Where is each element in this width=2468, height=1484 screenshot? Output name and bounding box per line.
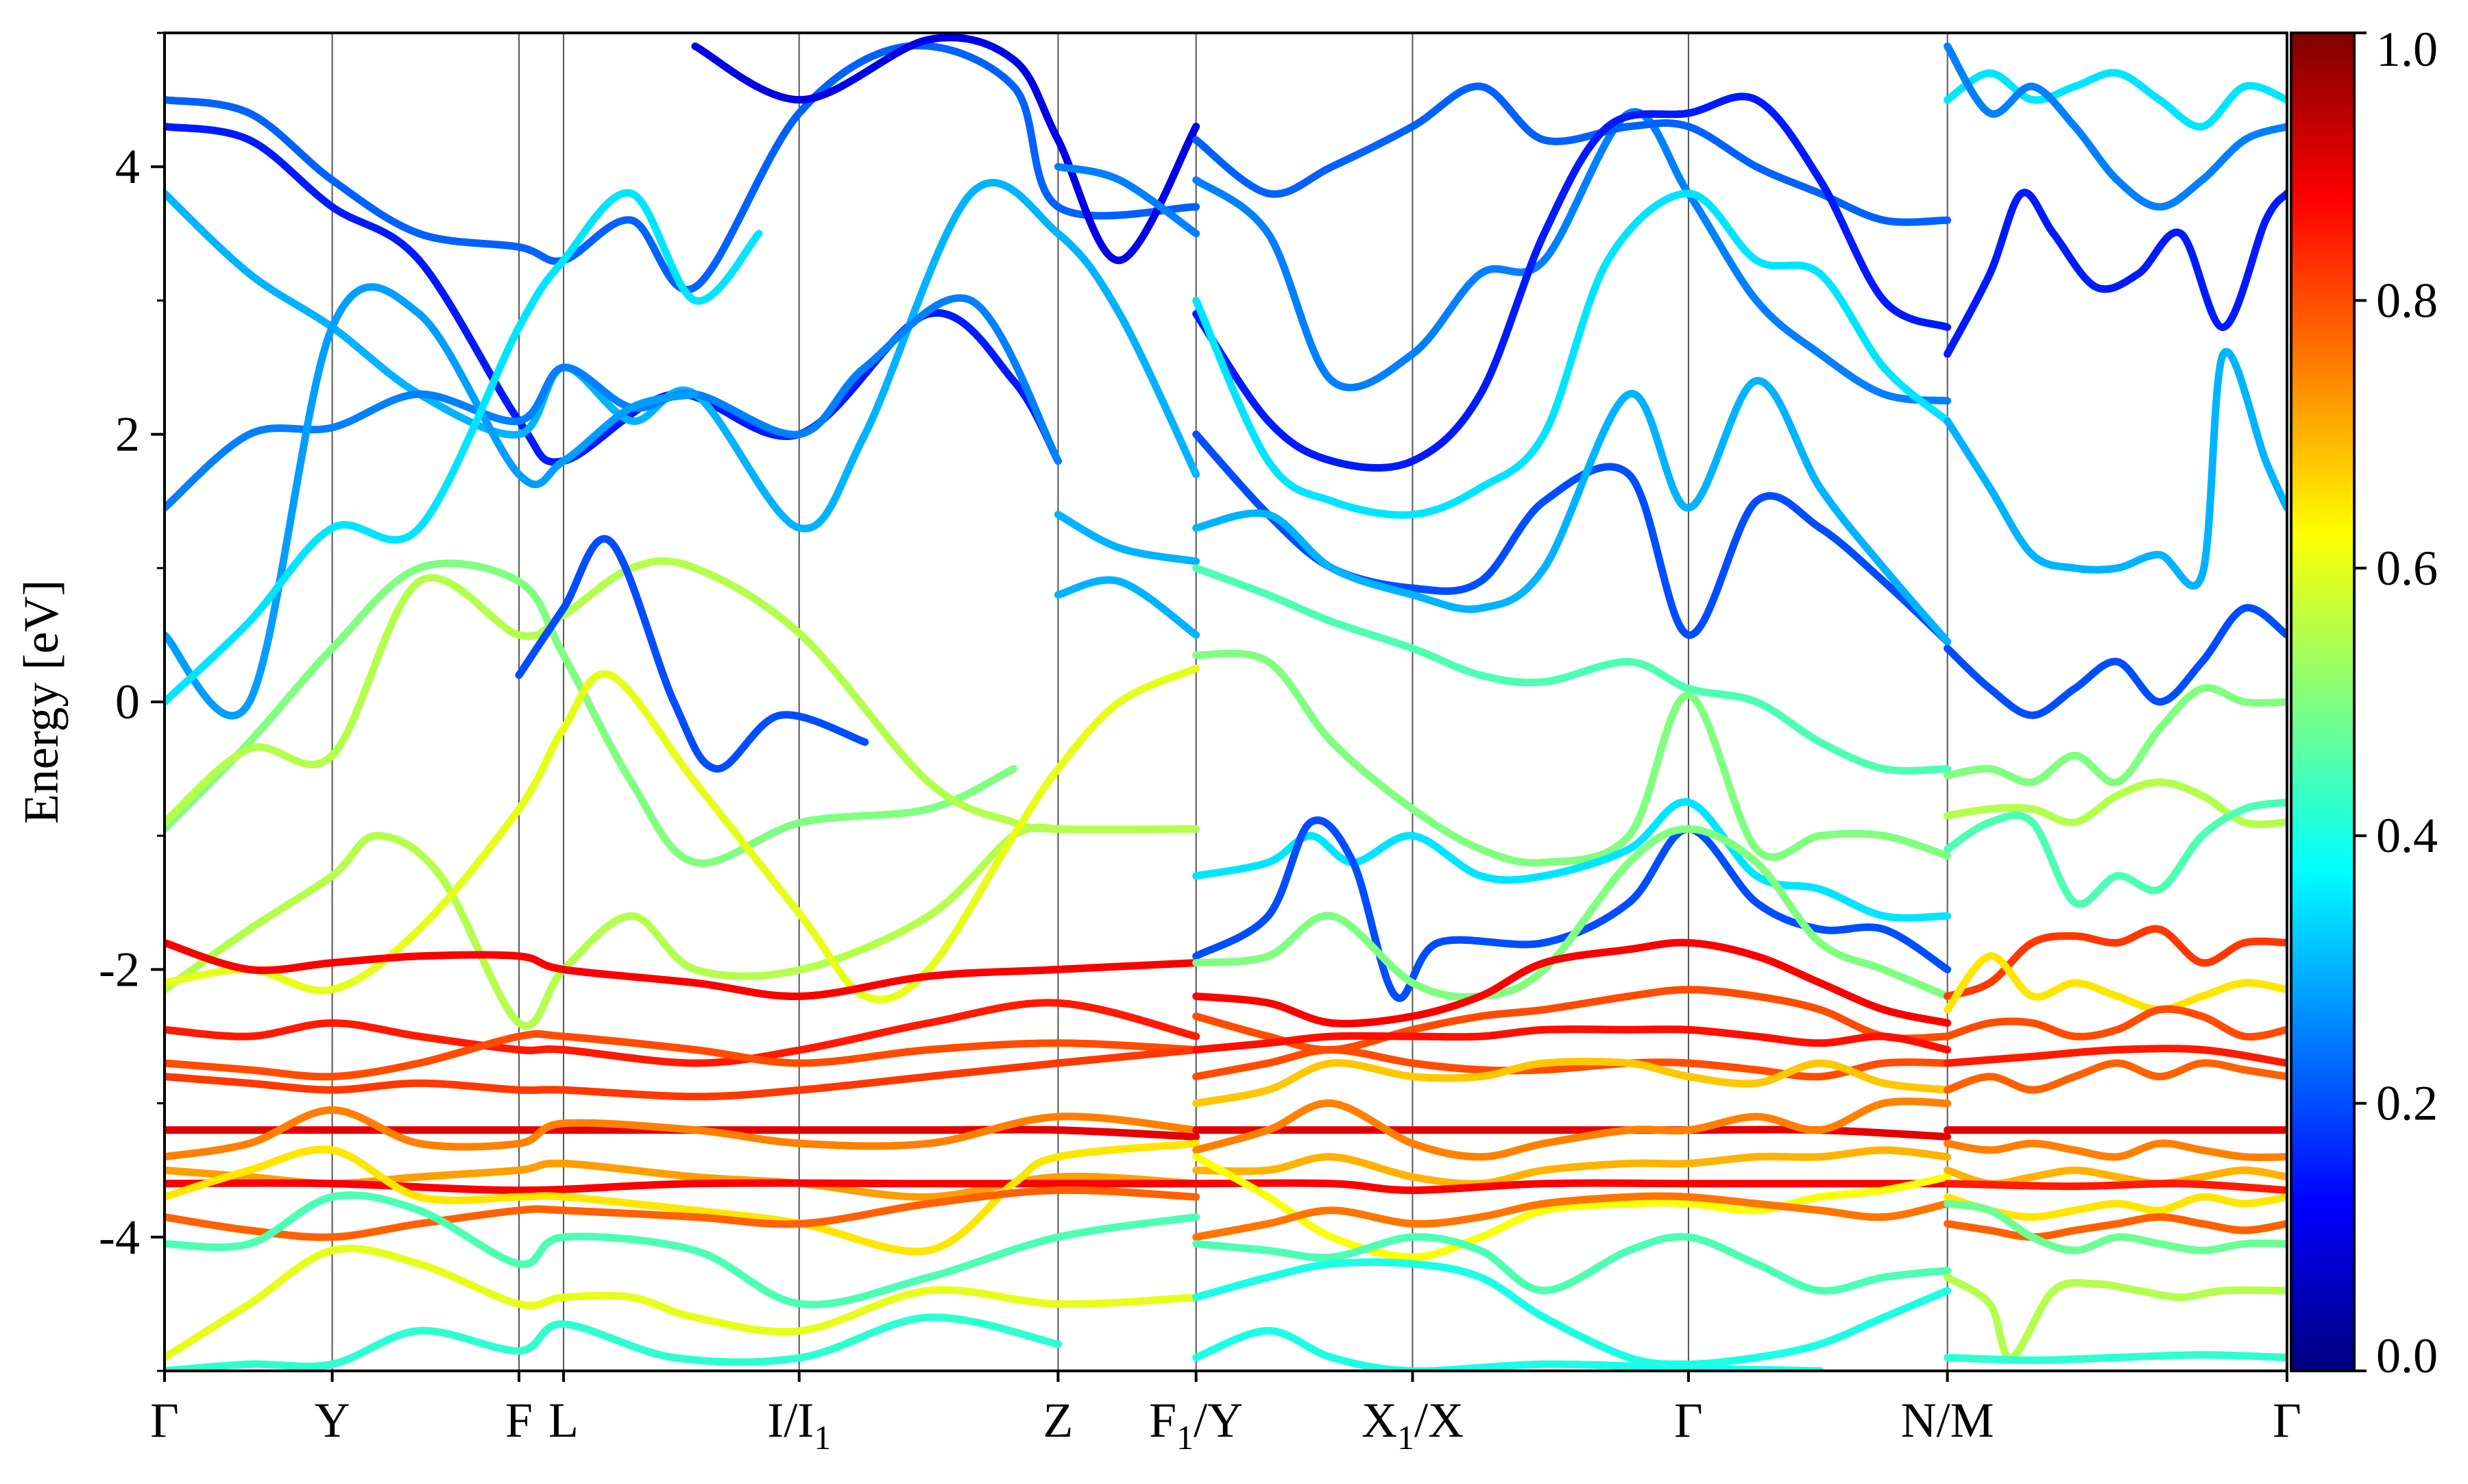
band-26: [1054, 511, 1200, 565]
x-tick-label-1: Y: [315, 1393, 350, 1448]
colorbar-tick-label-4: 0.2: [2376, 1076, 2438, 1131]
band-58: [1944, 683, 2287, 787]
colorbar-tick-label-0: 1.0: [2376, 22, 2438, 77]
band-41: [1192, 1025, 1952, 1054]
band-54: [1944, 42, 2287, 211]
band-72: [1944, 1200, 2287, 1254]
y-axis-title: Energy [eV]: [14, 580, 69, 825]
x-tick-label-6: F1/Y: [1149, 1393, 1243, 1457]
band-0: [165, 123, 1062, 466]
band-30: [1192, 93, 1952, 472]
y-tick-label-0: 4: [115, 139, 140, 194]
band-34: [1192, 564, 1952, 775]
y-tick-label-4: -4: [99, 1210, 140, 1265]
band-67: [1944, 1139, 2287, 1161]
band-51: [1192, 1258, 1952, 1368]
x-tick-label-2: F: [505, 1393, 533, 1448]
band-29: [1192, 82, 1952, 226]
colorbar: 1.0 0.8 0.6 0.4 0.2 0.0: [2290, 22, 2438, 1383]
band-6: [165, 559, 1017, 867]
band-21: [165, 1191, 1200, 1309]
y-tick-label-2: 0: [115, 674, 140, 729]
band-39: [1192, 938, 1952, 1027]
colorbar-ticks: 1.0 0.8 0.6 0.4 0.2 0.0: [2354, 22, 2438, 1383]
x-tick-label-3: L: [548, 1393, 579, 1448]
band-47: [1192, 1179, 1952, 1194]
x-tick-label-10: Γ: [2273, 1393, 2301, 1448]
x-tick-label-4: I/I1: [767, 1393, 831, 1457]
band-73: [1944, 1273, 2287, 1361]
band-53: [1944, 69, 2287, 131]
band-38: [1192, 825, 1952, 1001]
band-9: [165, 823, 1062, 1030]
band-37: [1192, 816, 1952, 1002]
band-28: [1192, 108, 1952, 405]
band-50: [1192, 1232, 1952, 1295]
band-3: [165, 294, 1062, 512]
band-43: [1192, 1058, 1952, 1108]
band-61: [1944, 925, 2287, 1000]
band-64: [1944, 1045, 2287, 1067]
band-57: [1944, 604, 2287, 719]
band-27: [1054, 576, 1200, 639]
band-20: [165, 1186, 1200, 1241]
band-5: [165, 188, 763, 706]
band-69: [1944, 1180, 2287, 1194]
band-56: [1944, 348, 2287, 590]
x-tick-label-5: Z: [1043, 1393, 1073, 1448]
band-74: [1944, 1351, 2287, 1364]
x-tick-label-7: X1/X: [1362, 1393, 1464, 1457]
band-lines: [165, 34, 2287, 1371]
y-tick-label-3: -2: [99, 942, 140, 997]
band-4: [165, 283, 699, 720]
band-71: [1944, 1213, 2287, 1241]
y-axis: 4 2 0 -2 -4: [99, 32, 165, 1372]
band-1: [165, 42, 1200, 293]
band-46: [1192, 1146, 1952, 1188]
band-23: [165, 1313, 1062, 1371]
x-tick-label-9: N/M: [1901, 1393, 1994, 1448]
band-60: [1944, 798, 2287, 908]
band-24: [691, 34, 1200, 265]
band-31: [1192, 189, 1952, 519]
band-13: [165, 1030, 1200, 1081]
colorbar-tick-label-1: 0.8: [2376, 273, 2438, 328]
colorbar-tick-label-2: 0.6: [2376, 541, 2438, 596]
band-35: [1192, 649, 1952, 867]
band-49: [1192, 1192, 1952, 1241]
colorbar-tick-label-5: 0.0: [2376, 1328, 2438, 1383]
band-62: [1944, 952, 2287, 1014]
band-45: [1192, 1097, 1952, 1161]
band-10: [165, 664, 1200, 1003]
band-42: [1192, 1046, 1952, 1081]
colorbar-tick-label-3: 0.4: [2376, 808, 2438, 863]
band-19: [165, 1139, 1200, 1256]
colorbar-gradient: [2290, 32, 2356, 1372]
x-tick-label-0: Γ: [150, 1393, 179, 1448]
band-33: [1192, 377, 1952, 646]
band-12: [165, 999, 1200, 1067]
band-18: [165, 1179, 1200, 1194]
band-48: [1192, 1153, 1952, 1261]
band-11: [165, 938, 1200, 1001]
band-14: [165, 1046, 1200, 1101]
band-55: [1944, 188, 2287, 358]
y-tick-label-1: 2: [115, 407, 140, 462]
band-16: [165, 1106, 1200, 1161]
band-25: [1054, 162, 1200, 238]
band-63: [1944, 1005, 2287, 1041]
band-8: [515, 535, 869, 773]
x-tick-label-8: Γ: [1674, 1393, 1703, 1448]
band-22: [165, 1244, 1200, 1361]
band-65: [1944, 1059, 2287, 1094]
x-axis: Γ Y F L I/I1 Z F1/Y X1/X Γ N/M Γ: [150, 1371, 2301, 1457]
band-36: [1192, 798, 1952, 922]
